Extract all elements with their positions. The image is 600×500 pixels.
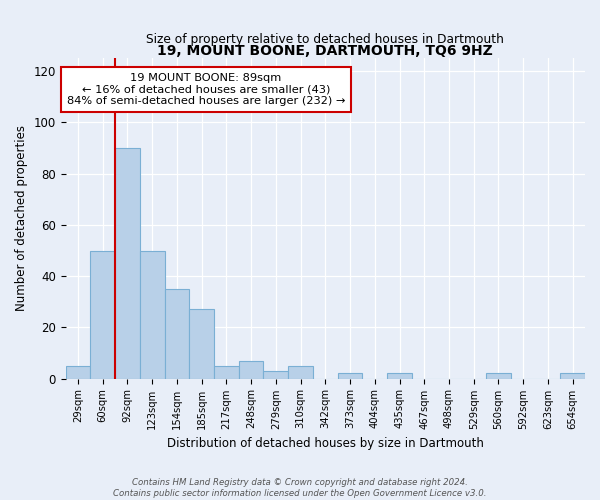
Bar: [239, 360, 263, 378]
Bar: [65, 366, 91, 378]
Bar: [91, 250, 115, 378]
Bar: [263, 371, 288, 378]
Y-axis label: Number of detached properties: Number of detached properties: [15, 126, 28, 312]
Bar: [338, 374, 362, 378]
Text: Size of property relative to detached houses in Dartmouth: Size of property relative to detached ho…: [146, 32, 504, 46]
X-axis label: Distribution of detached houses by size in Dartmouth: Distribution of detached houses by size …: [167, 437, 484, 450]
Bar: [190, 310, 214, 378]
Bar: [387, 374, 412, 378]
Bar: [164, 289, 190, 378]
Bar: [486, 374, 511, 378]
Text: Contains HM Land Registry data © Crown copyright and database right 2024.
Contai: Contains HM Land Registry data © Crown c…: [113, 478, 487, 498]
Text: 19 MOUNT BOONE: 89sqm
← 16% of detached houses are smaller (43)
84% of semi-deta: 19 MOUNT BOONE: 89sqm ← 16% of detached …: [67, 73, 345, 106]
Bar: [140, 250, 164, 378]
Bar: [214, 366, 239, 378]
Bar: [115, 148, 140, 378]
Title: 19, MOUNT BOONE, DARTMOUTH, TQ6 9HZ: 19, MOUNT BOONE, DARTMOUTH, TQ6 9HZ: [157, 44, 493, 59]
Bar: [560, 374, 585, 378]
Bar: [288, 366, 313, 378]
